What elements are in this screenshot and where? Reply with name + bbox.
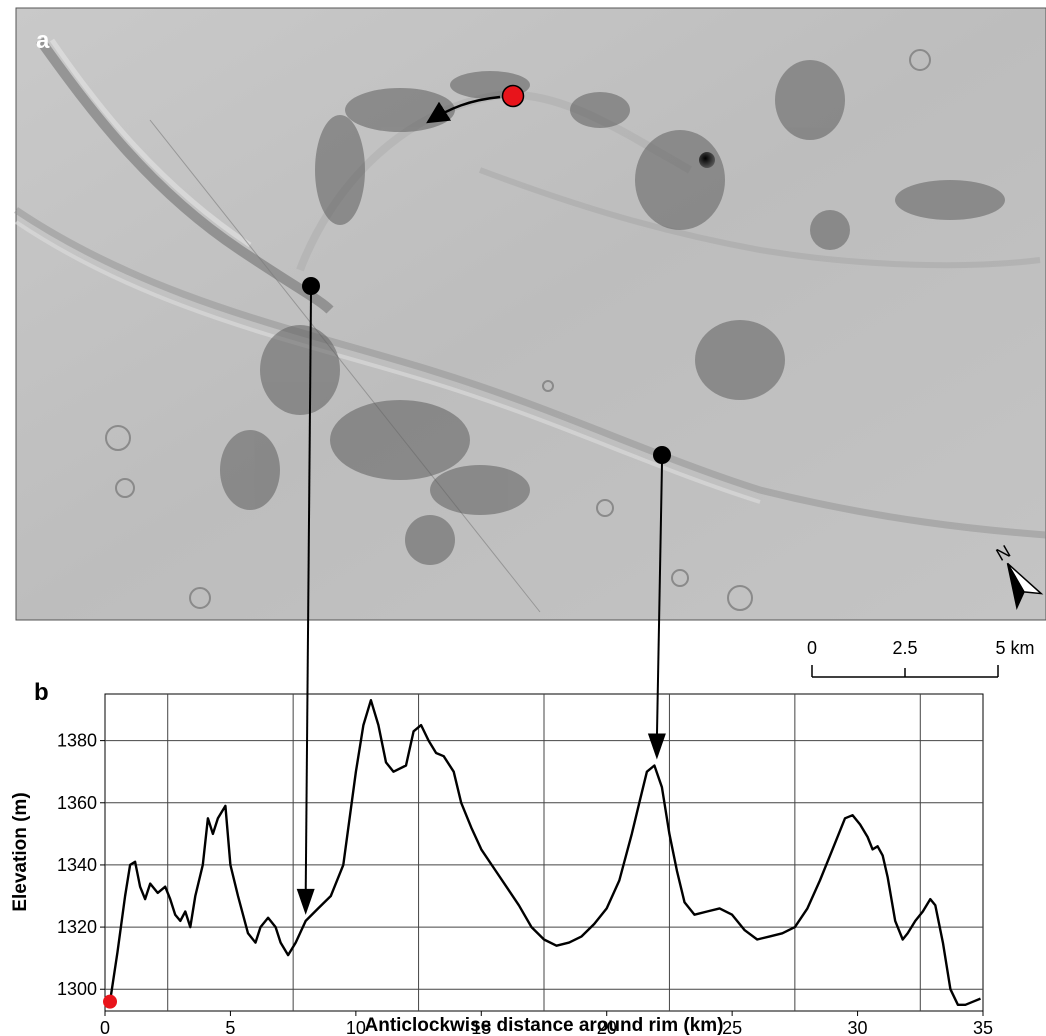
valley-diagonal: [14, 207, 1046, 539]
x-tick-label-0: 0: [100, 1018, 110, 1036]
feature-marker-map-1: [302, 277, 320, 295]
x-tick-label-6: 30: [848, 1018, 868, 1036]
y-tick-label-1: 1320: [57, 917, 97, 937]
x-axis-title: Anticlockwise distance around rim (km): [365, 1015, 724, 1036]
y-axis-ticks: 1300 1320 1340 1360 1380: [57, 731, 105, 999]
x-tick-label-3: 15: [471, 1018, 491, 1036]
y-axis-title: Elevation (m): [10, 792, 31, 911]
connector-arrowhead-1: [296, 888, 315, 915]
pit-crater: [699, 152, 715, 168]
x-tick-label-4: 20: [597, 1018, 617, 1036]
scale-tick-5km: 5 km: [995, 638, 1034, 658]
ridge-ne-highlight: [49, 38, 252, 248]
y-tick-label-3: 1360: [57, 793, 97, 813]
terrain-image: [15, 7, 1046, 621]
dark-deposits: [220, 60, 1005, 565]
scale-tick-2-5: 2.5: [892, 638, 917, 658]
x-tick-label-1: 5: [225, 1018, 235, 1036]
y-tick-label-0: 1300: [57, 979, 97, 999]
valley-diagonal-light: [14, 220, 761, 504]
start-marker-profile: [103, 994, 118, 1009]
panel-b-label: b: [34, 679, 49, 706]
connector-line-1: [304, 293, 312, 895]
panel-a-label: a: [36, 27, 50, 54]
trough-upper: [478, 167, 1041, 269]
feature-marker-map-2: [653, 446, 671, 464]
elevation-profile-line: [108, 699, 981, 1006]
y-tick-label-2: 1340: [57, 855, 97, 875]
panel-a-map: a N: [14, 7, 1046, 621]
start-marker-map: [501, 84, 525, 108]
elevation-profile-chart: 1300 1320 1340 1360 1380 0 5 10 15 20 25 30 35 Anti…: [10, 693, 993, 1036]
seam-line: [149, 119, 541, 613]
grid-lines: [105, 694, 983, 1011]
x-tick-label-2: 10: [346, 1018, 366, 1036]
connector-arrowhead-2: [647, 733, 666, 760]
y-tick-label-4: 1380: [57, 731, 97, 751]
small-craters: [105, 49, 931, 611]
connector-line-2: [655, 462, 663, 740]
profile-markers: [103, 994, 118, 1009]
scale-bar: 0 2.5 5 km: [807, 638, 1035, 678]
x-axis-ticks: 0 5 10 15 20 25 30 35: [100, 1011, 993, 1036]
map-to-profile-connectors: [296, 293, 666, 915]
x-tick-label-5: 25: [722, 1018, 742, 1036]
x-tick-label-7: 35: [973, 1018, 993, 1036]
scale-tick-0: 0: [807, 638, 817, 658]
rim-direction-arrow: [426, 95, 501, 124]
